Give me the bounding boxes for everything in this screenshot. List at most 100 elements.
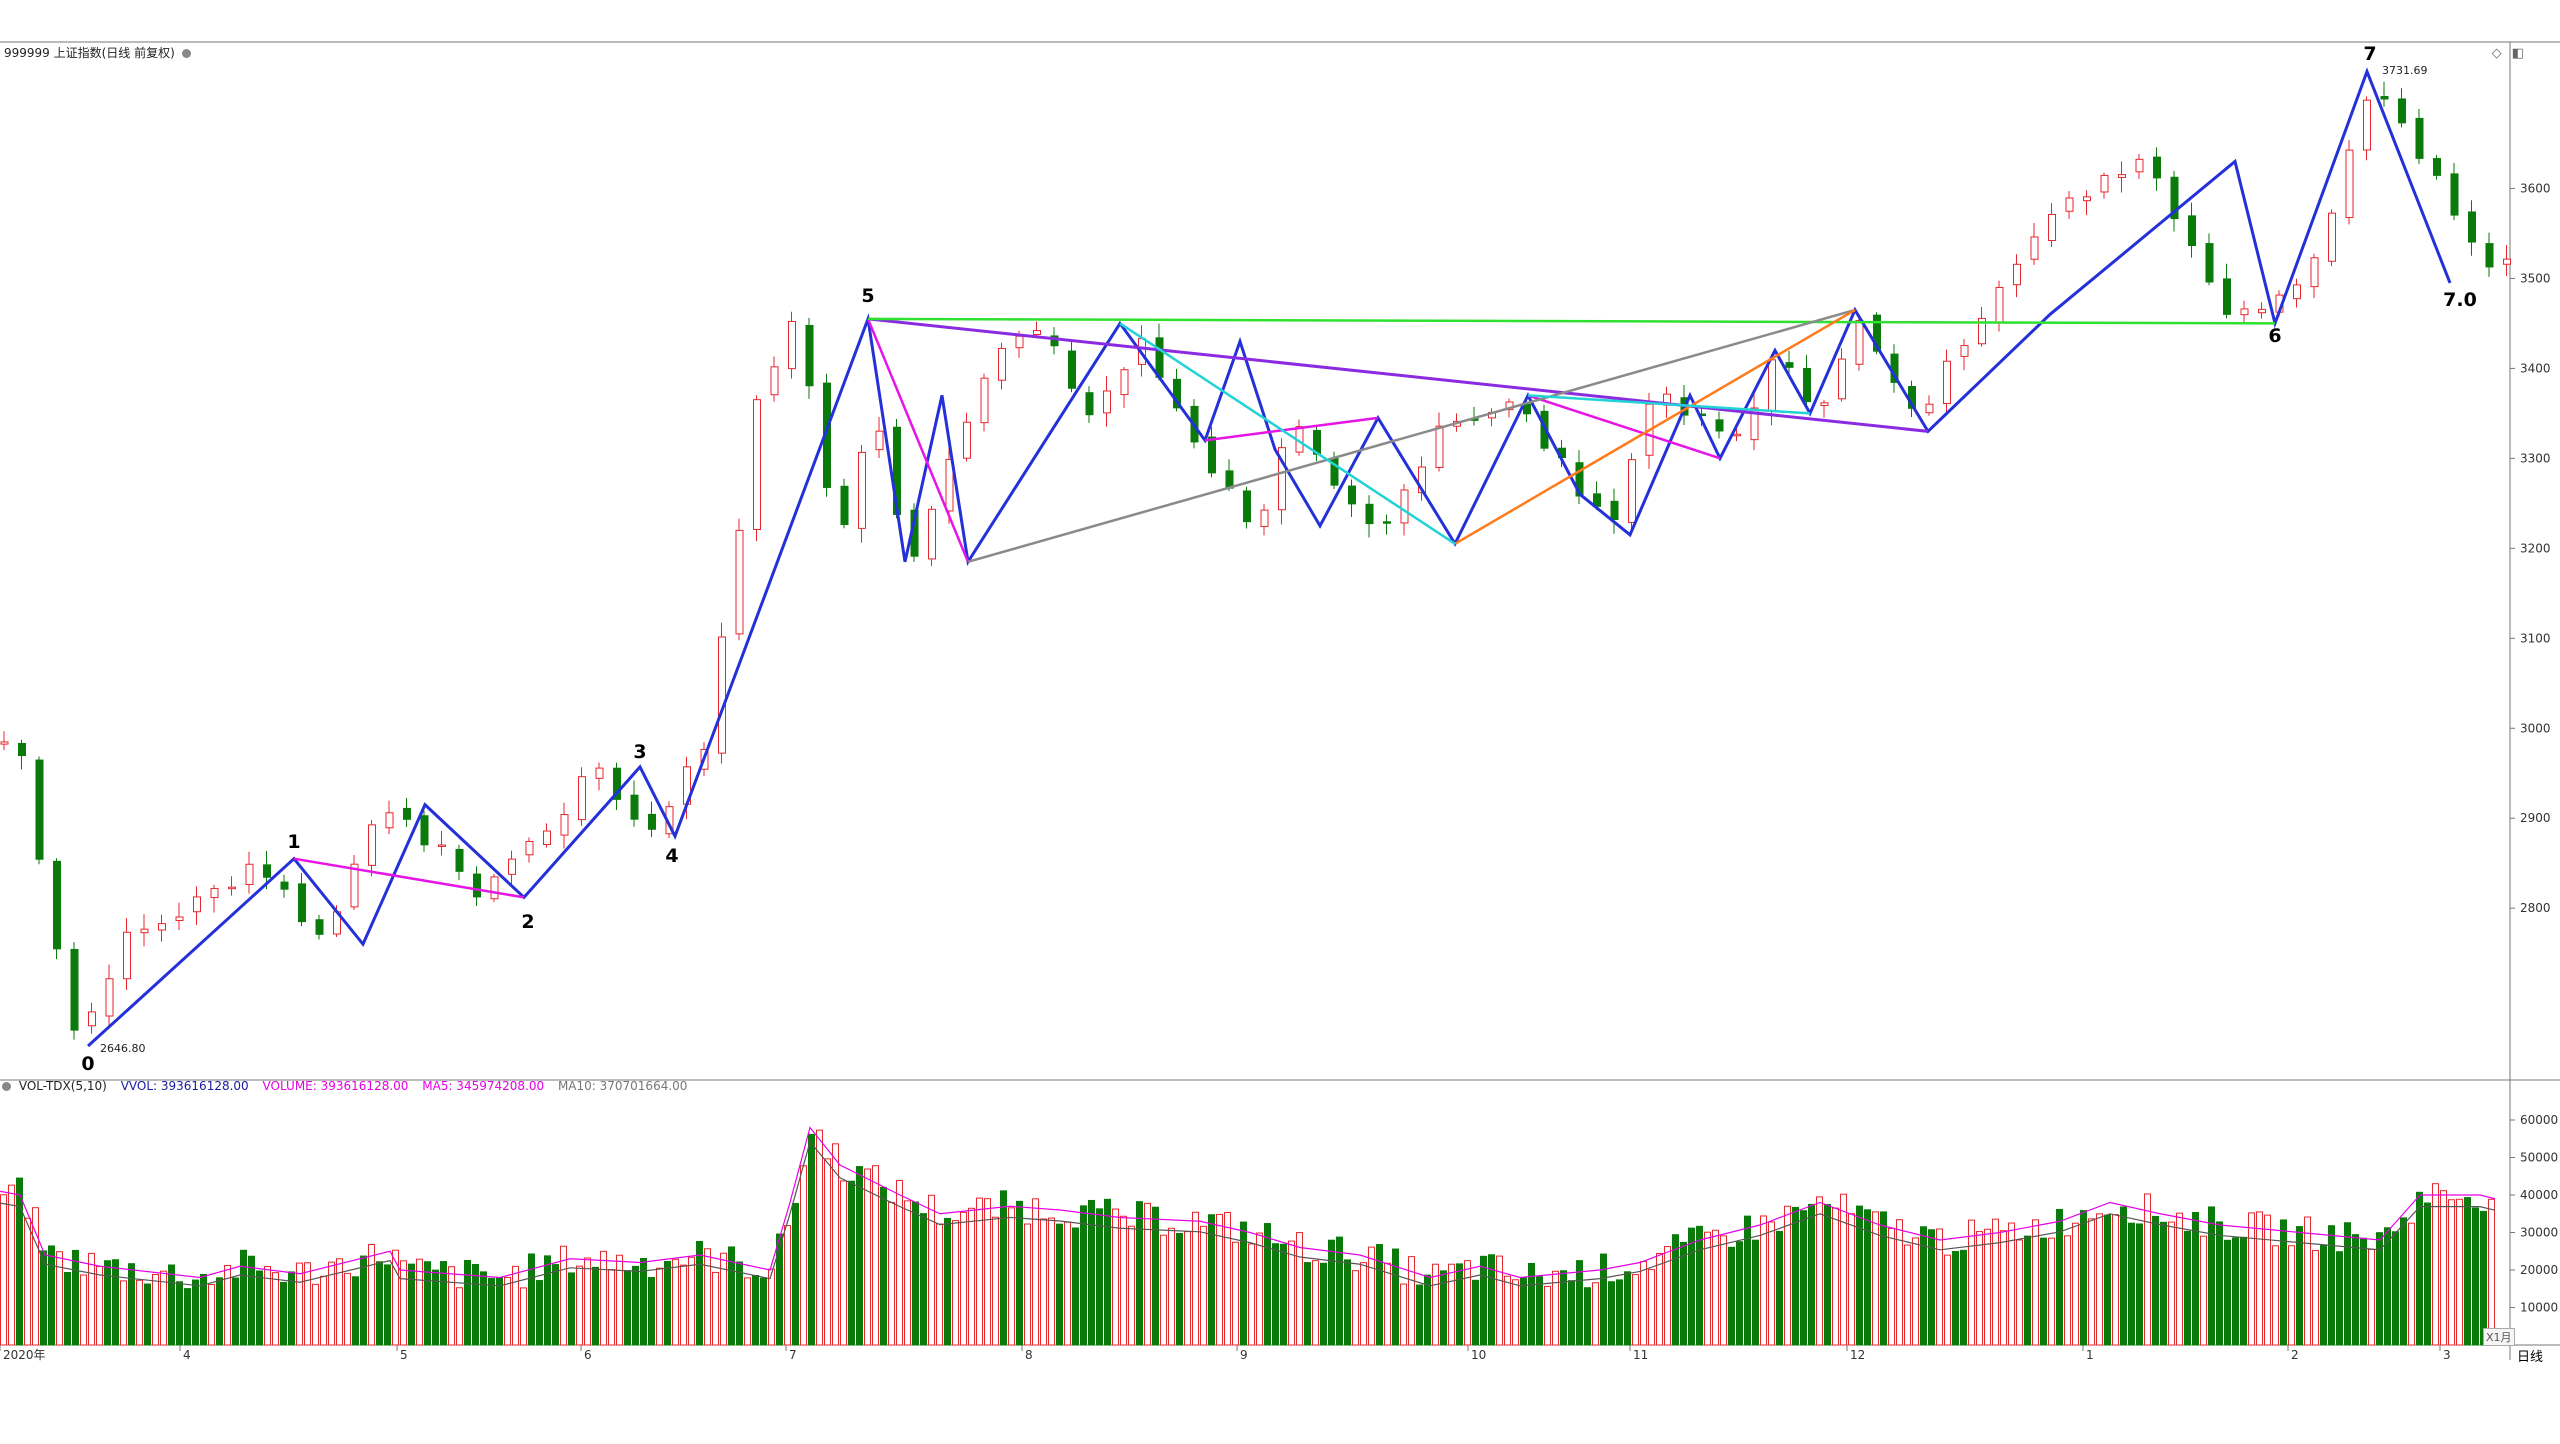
- volume-bar: [328, 1261, 335, 1346]
- candle-body: [2293, 284, 2301, 300]
- volume-bar: [96, 1265, 103, 1346]
- volume-bar: [1656, 1252, 1663, 1346]
- volume-bar: [2088, 1218, 2095, 1346]
- candle-body: [53, 860, 61, 950]
- candle-body: [35, 759, 44, 860]
- candle-body: [1103, 390, 1111, 414]
- volume-bar: [128, 1263, 135, 1346]
- volume-bar: [744, 1277, 751, 1346]
- corner-icons: ◇ ◧: [2486, 46, 2524, 61]
- volume-bar: [1768, 1221, 1775, 1346]
- month-tick-label: 12: [1850, 1348, 1865, 1362]
- volume-bar: [1976, 1231, 1983, 1346]
- volume-bar: [1120, 1215, 1127, 1346]
- volume-bar: [2160, 1221, 2167, 1346]
- volume-bar: [728, 1246, 735, 1346]
- volume-bar: [2096, 1213, 2103, 1346]
- candle-body: [735, 529, 744, 635]
- settings-dot-icon[interactable]: [181, 49, 191, 58]
- volume-bar: [136, 1279, 143, 1346]
- candle-body: [123, 931, 131, 980]
- volume-bar: [2456, 1198, 2463, 1346]
- volume-tick-label: 50000: [2520, 1151, 2558, 1165]
- high-value-annotation: 3731.69: [2382, 64, 2428, 77]
- volume-bar: [1992, 1218, 1999, 1346]
- volume-bar: [232, 1277, 239, 1346]
- chart-title: 999999 上证指数(日线 前复权): [4, 46, 175, 60]
- diamond-icon[interactable]: ◇: [2491, 46, 2502, 61]
- month-tick-label: 8: [1025, 1348, 1033, 1362]
- month-tick-label: 10: [1471, 1348, 1486, 1362]
- volume-bar: [568, 1272, 575, 1346]
- volume-bar: [968, 1207, 975, 1346]
- volume-bar: [272, 1272, 279, 1346]
- volume-bar: [1864, 1209, 1871, 1346]
- candle-body: [2048, 213, 2056, 241]
- volume-bar: [1528, 1262, 1535, 1346]
- candle-body: [1960, 345, 1969, 357]
- wave-label: 7: [2363, 43, 2376, 65]
- volume-bar: [2392, 1231, 2399, 1346]
- period-label[interactable]: 日线: [2517, 1350, 2544, 1365]
- candle-body: [560, 814, 569, 836]
- volume-settings-icon[interactable]: [2, 1082, 11, 1091]
- volume-bar: [1248, 1243, 1255, 1346]
- volume-bar: [528, 1253, 535, 1346]
- volume-bar: [1080, 1205, 1087, 1346]
- candle-body: [298, 883, 306, 923]
- volume-bar: [808, 1133, 815, 1346]
- candle-body: [998, 347, 1006, 381]
- volume-bar: [456, 1287, 463, 1346]
- price-tick-label: 3500: [2520, 271, 2551, 285]
- volume-bar: [2248, 1212, 2255, 1346]
- volume-bar: [920, 1213, 927, 1346]
- candle-body: [928, 508, 936, 560]
- volume-bar: [224, 1264, 231, 1346]
- candle-body: [2450, 173, 2459, 216]
- volume-bar: [1808, 1203, 1815, 1346]
- candle-body: [420, 815, 429, 846]
- volume-bar: [976, 1197, 983, 1346]
- volume-bar: [1360, 1262, 1367, 1346]
- volume-bar: [1472, 1279, 1479, 1346]
- volume-bar: [440, 1261, 447, 1346]
- volume-bar: [1888, 1227, 1895, 1346]
- volume-bar: [1280, 1243, 1287, 1346]
- candles-group: [0, 81, 2511, 1040]
- volume-bar: [2480, 1210, 2487, 1346]
- volume-bar: [656, 1267, 663, 1346]
- ma5-label: MA5: 345974208.00: [422, 1079, 545, 1093]
- volume-bar: [432, 1269, 439, 1346]
- candle-body: [88, 1011, 96, 1027]
- volume-bar: [240, 1249, 247, 1346]
- orange-trend-line: [1454, 308, 1856, 545]
- ma5-line: [0, 1126, 2496, 1279]
- wave-label: 2: [521, 911, 534, 933]
- volume-bar: [2352, 1234, 2359, 1346]
- wave-label: 7.0: [2443, 289, 2477, 311]
- candle-body: [1365, 503, 1374, 525]
- candle-body: [2100, 174, 2109, 193]
- volume-bar: [2032, 1219, 2039, 1346]
- period-badge[interactable]: X1月: [2483, 1328, 2515, 1346]
- volume-bar: [1832, 1207, 1839, 1346]
- volume-bar: [1920, 1226, 1927, 1346]
- volume-bar: [2256, 1211, 2263, 1346]
- month-tick-label: 11: [1633, 1348, 1648, 1362]
- volume-bar: [2184, 1230, 2191, 1346]
- volume-bar: [72, 1249, 79, 1346]
- candle-body: [2433, 158, 2441, 176]
- panel-toggle-icon[interactable]: ◧: [2511, 46, 2524, 61]
- wave-label: 4: [665, 845, 678, 867]
- volume-bar: [1704, 1231, 1711, 1346]
- candle-body: [963, 421, 971, 459]
- candle-body: [2468, 211, 2476, 243]
- volume-bar: [1624, 1271, 1631, 1346]
- candle-body: [245, 863, 254, 885]
- candle-body: [2188, 215, 2196, 247]
- volume-bar: [832, 1143, 839, 1346]
- volume-bar: [1104, 1198, 1111, 1346]
- volume-bar: [1960, 1249, 1967, 1346]
- volume-bar: [664, 1260, 671, 1346]
